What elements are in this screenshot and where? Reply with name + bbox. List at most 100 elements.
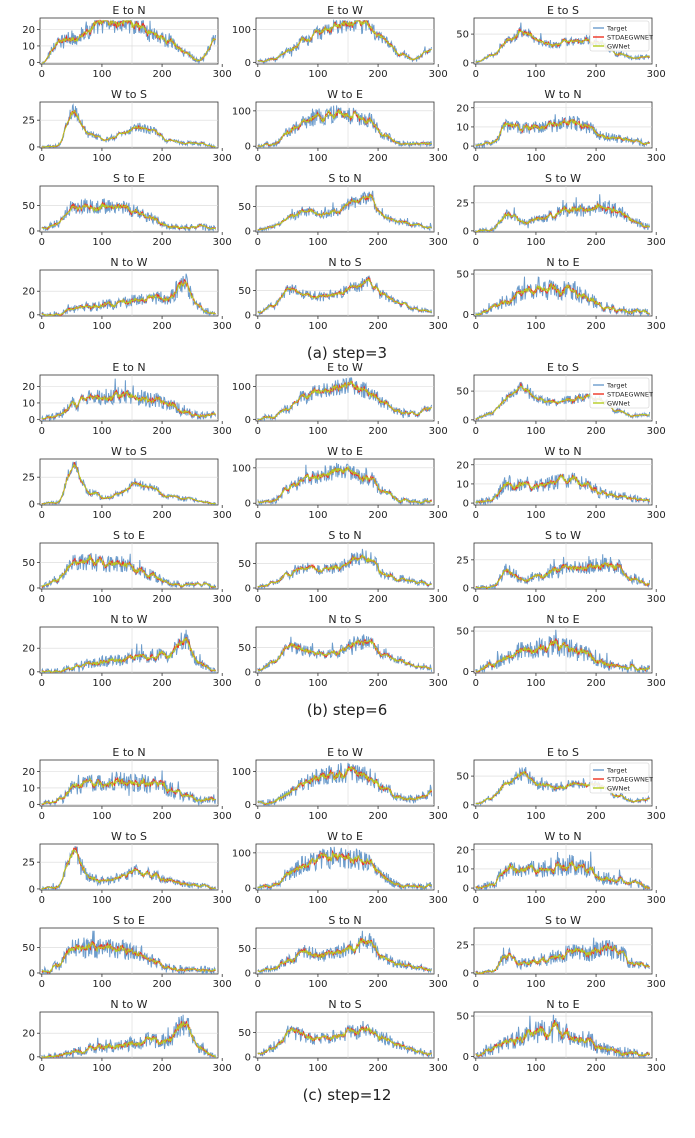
legend-label: Target [606,382,628,390]
y-tick-label: 20 [456,460,469,471]
y-tick-label: 0 [463,310,469,321]
x-tick-label: 300 [647,979,666,990]
chart-panel: E to W 0 100 0 100 200 300 [232,361,448,437]
y-tick-label: 50 [238,286,251,297]
x-tick-label: 200 [153,426,172,437]
panel-title: N to S [328,613,361,626]
series-line-gwnet [257,193,432,231]
x-tick-label: 100 [526,895,545,906]
y-tick-label: 0 [463,58,469,69]
x-tick-label: 100 [526,678,545,689]
panel-title: S to E [113,529,145,542]
x-tick-label: 100 [526,237,545,248]
x-tick-label: 0 [39,426,45,437]
series-line-gwnet [257,851,432,889]
legend-label: STDAEGWNET [607,391,653,399]
x-tick-label: 300 [647,594,666,605]
panel-title: W to S [111,445,147,458]
chart-panel: N to E 0 50 0 100 200 300 [456,256,665,332]
x-tick-label: 300 [429,594,448,605]
x-tick-label: 100 [308,895,327,906]
x-tick-label: 200 [587,69,606,80]
chart-panel: W to S 0 25 0 100 200 300 [22,830,231,906]
x-tick-label: 200 [369,426,388,437]
y-tick-label: 0 [245,499,251,510]
x-tick-label: 100 [526,1063,545,1074]
y-tick-label: 0 [245,142,251,153]
x-tick-label: 300 [647,811,666,822]
y-tick-label: 25 [456,555,469,566]
series-line-gwnet [257,937,432,973]
x-tick-label: 100 [526,510,545,521]
series-line-gwnet [41,637,216,673]
panel-title: E to W [327,746,363,759]
x-tick-label: 300 [213,1063,232,1074]
y-tick-label: 0 [463,884,469,895]
legend-box [589,762,650,794]
x-tick-label: 300 [429,895,448,906]
series-line-gwnet [475,283,650,316]
x-tick-label: 300 [213,69,232,80]
y-tick-label: 0 [463,800,469,811]
x-tick-label: 100 [308,678,327,689]
panel-title: E to N [112,4,145,17]
y-tick-label: 0 [245,311,251,322]
panel-title: W to E [327,445,363,458]
legend-label: Target [606,767,628,775]
group-caption: (c) step=12 [303,1086,392,1104]
panel-title: N to E [546,613,579,626]
x-tick-label: 0 [39,69,45,80]
series-line-gwnet [41,848,216,890]
series-line-target [475,554,651,589]
y-tick-label: 50 [456,30,469,41]
x-tick-label: 200 [587,321,606,332]
x-tick-label: 0 [255,153,261,164]
x-tick-label: 0 [473,321,479,332]
y-tick-label: 20 [22,1029,35,1040]
x-tick-label: 200 [153,153,172,164]
x-tick-label: 200 [369,153,388,164]
legend-box [589,20,650,52]
x-tick-label: 100 [526,321,545,332]
legend-label: GWNet [607,785,630,793]
y-tick-label: 50 [238,944,251,955]
y-tick-label: 0 [463,226,469,237]
x-tick-label: 300 [647,237,666,248]
y-tick-label: 0 [463,583,469,594]
x-tick-label: 0 [473,510,479,521]
x-tick-label: 0 [473,153,479,164]
x-tick-label: 0 [39,979,45,990]
series-line-gwnet [41,203,216,230]
y-tick-label: 25 [22,858,35,869]
x-tick-label: 200 [153,1063,172,1074]
x-tick-label: 100 [92,426,111,437]
x-tick-label: 0 [255,321,261,332]
y-tick-label: 50 [238,643,251,654]
panel-title: N to W [110,256,147,269]
x-tick-label: 100 [92,69,111,80]
y-tick-label: 0 [29,58,35,69]
x-tick-label: 300 [213,895,232,906]
y-tick-label: 50 [22,943,35,954]
panel-title: E to W [327,361,363,374]
legend-label: GWNet [607,400,630,408]
panel-title: N to E [546,256,579,269]
x-tick-label: 0 [473,895,479,906]
chart-panel: W to E 0 100 0 100 200 300 [232,445,448,521]
x-tick-label: 100 [526,153,545,164]
series-line-gwnet [475,561,650,589]
chart-panel: W to E 0 100 0 100 200 300 [232,88,448,164]
chart-panel: E to W 0 100 0 100 200 300 [232,4,448,80]
panel-title: S to W [545,529,581,542]
x-tick-label: 300 [429,678,448,689]
panel-title: S to E [113,914,145,927]
chart-panel: S to W 0 25 0 100 200 300 [456,914,665,990]
chart-panel: N to S 0 50 0 100 200 300 [238,998,447,1074]
y-tick-label: 0 [463,142,469,153]
x-tick-label: 300 [429,69,448,80]
panel-title: E to N [112,361,145,374]
y-tick-label: 0 [29,968,35,979]
